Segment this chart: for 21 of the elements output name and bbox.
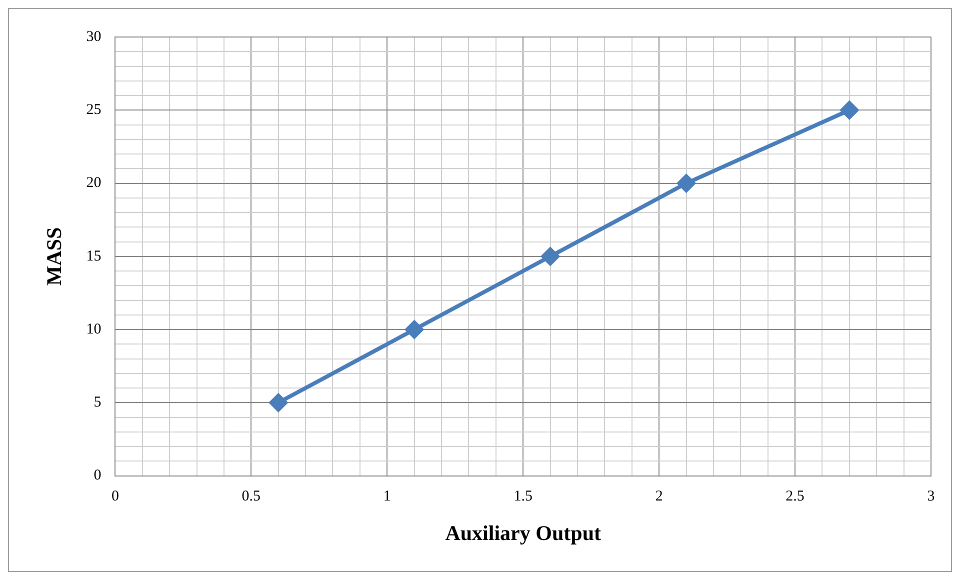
x-tick-label: 2.5 [786,488,804,505]
y-tick-label: 25 [86,102,102,118]
x-tick-label: 2 [655,488,663,505]
y-tick-label: 0 [94,468,102,484]
y-tick-label: 10 [86,321,102,338]
y-tick-label: 30 [86,28,102,45]
point [405,320,424,339]
x-tick-label: 0 [111,488,119,505]
x-tick-label: 1 [383,488,391,505]
x-axis-title: Auxiliary Output [445,520,601,545]
point [840,101,858,120]
y-tick-label: 15 [86,248,102,264]
y-tick-label: 5 [94,394,102,411]
x-tick-label: 0.5 [242,488,261,505]
point [677,174,696,192]
x-tick-label: 1.5 [514,488,532,505]
point [541,247,560,266]
x-tick-label: 3 [927,488,935,505]
y-axis-title: MASS [42,227,66,286]
point [269,394,288,412]
y-tick-label: 20 [86,175,102,192]
